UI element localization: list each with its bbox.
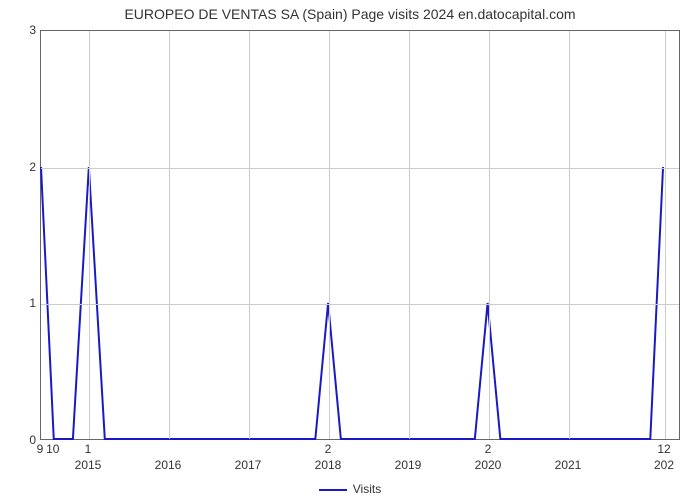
legend: Visits <box>0 482 700 496</box>
chart-container: EUROPEO DE VENTAS SA (Spain) Page visits… <box>0 0 700 500</box>
chart-title: EUROPEO DE VENTAS SA (Spain) Page visits… <box>0 6 700 22</box>
gridline-v <box>409 31 410 439</box>
x-year-label: 202 <box>654 458 674 472</box>
plot-area <box>40 30 680 440</box>
legend-swatch <box>319 489 347 491</box>
x-year-label: 2016 <box>155 458 182 472</box>
x-year-label: 2020 <box>475 458 502 472</box>
gridline-h <box>41 304 679 305</box>
gridline-v <box>329 31 330 439</box>
x-year-label: 2019 <box>395 458 422 472</box>
x-point-label: 2 <box>485 442 492 456</box>
gridline-v <box>249 31 250 439</box>
x-point-label: 9 <box>37 442 44 456</box>
legend-label: Visits <box>353 482 381 496</box>
x-year-label: 2018 <box>315 458 342 472</box>
x-point-label: 1 <box>85 442 92 456</box>
gridline-v <box>489 31 490 439</box>
gridline-v <box>665 31 666 439</box>
gridline-v <box>169 31 170 439</box>
gridline-v <box>89 31 90 439</box>
x-point-label: 10 <box>46 442 59 456</box>
x-point-label: 12 <box>657 442 670 456</box>
gridline-h <box>41 168 679 169</box>
line-series <box>41 31 679 439</box>
y-tick-label: 1 <box>6 296 36 310</box>
y-tick-label: 3 <box>6 23 36 37</box>
x-year-label: 2017 <box>235 458 262 472</box>
x-point-label: 2 <box>325 442 332 456</box>
x-year-label: 2015 <box>75 458 102 472</box>
y-tick-label: 0 <box>6 433 36 447</box>
x-year-label: 2021 <box>555 458 582 472</box>
gridline-v <box>569 31 570 439</box>
y-tick-label: 2 <box>6 160 36 174</box>
